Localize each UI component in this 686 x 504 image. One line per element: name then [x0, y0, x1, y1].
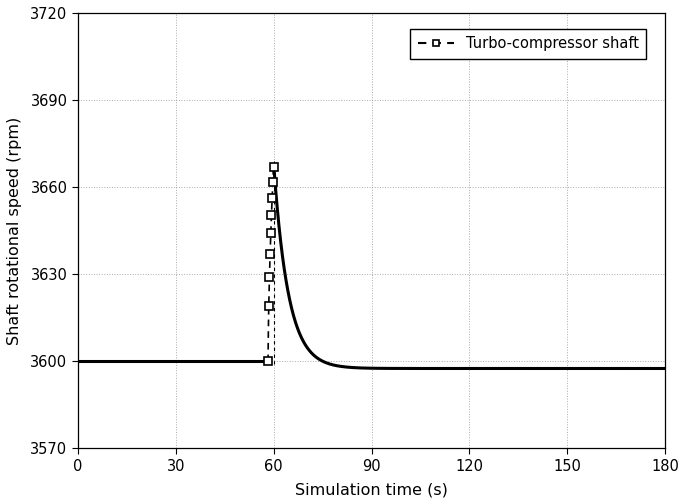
X-axis label: Simulation time (s): Simulation time (s)	[295, 482, 448, 497]
Y-axis label: Shaft rotational speed (rpm): Shaft rotational speed (rpm)	[7, 116, 22, 345]
Legend: Turbo-compressor shaft: Turbo-compressor shaft	[410, 29, 646, 58]
